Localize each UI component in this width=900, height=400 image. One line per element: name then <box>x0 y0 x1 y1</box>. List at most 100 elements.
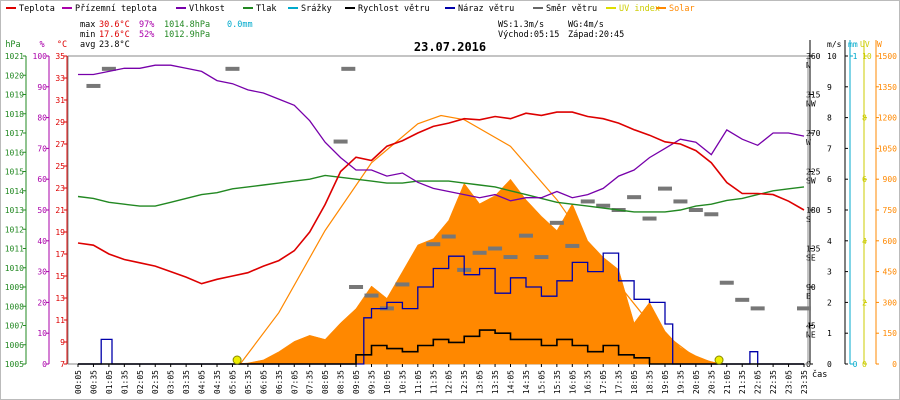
rain-tick-label: 1 <box>853 52 858 61</box>
legend-label-3: Tlak <box>256 4 276 14</box>
x-tick-label: 05:05 <box>228 370 237 394</box>
wind-direction-mark <box>565 243 580 248</box>
solar-tick-label: 1050 <box>878 144 897 153</box>
humidity-tick-label: 70 <box>37 144 47 153</box>
pressure-tick-label: 1021 <box>5 52 24 61</box>
x-tick-label: 14:05 <box>507 370 516 394</box>
temperature-tick-label: 33 <box>55 74 65 83</box>
x-tick-label: 00:05 <box>74 370 83 394</box>
pressure-tick-label: 1014 <box>5 187 24 196</box>
humidity-tick-label: 40 <box>37 237 47 246</box>
temperature-tick-label: 11 <box>55 316 65 325</box>
x-tick-label: 02:35 <box>151 370 160 394</box>
uv-marker <box>714 355 724 365</box>
x-tick-label: 17:05 <box>599 370 608 394</box>
solar-tick-label: 1500 <box>878 52 897 61</box>
x-tick-label: 23:35 <box>800 370 809 394</box>
pressure-tick-label: 1005 <box>5 360 24 369</box>
direction-tick-label: 315 <box>806 91 821 100</box>
x-tick-label: 06:35 <box>275 370 284 394</box>
legend-label-8: UV index <box>619 4 660 14</box>
x-tick-label: 08:05 <box>321 370 330 394</box>
stat-max-pressure: 1014.8hPa <box>164 20 210 30</box>
x-tick-label: 04:35 <box>213 370 222 394</box>
stat-min-temp: 17.6°C <box>99 30 130 40</box>
wind-direction-mark <box>395 282 410 287</box>
x-tick-label: 14:35 <box>522 370 531 394</box>
temperature-tick-label: 23 <box>55 184 65 193</box>
wind-direction-mark <box>580 199 595 204</box>
wind-direction-mark <box>534 255 549 260</box>
plot-area <box>67 55 811 365</box>
wind-direction-mark <box>518 233 533 238</box>
stat-avg-label: avg <box>80 40 95 50</box>
stat-wind-gust: WG:4m/s <box>568 20 604 30</box>
uv-tick-label: 10 <box>862 52 872 61</box>
wind-gust-line <box>78 252 804 365</box>
direction-tick-label: NW <box>806 100 816 109</box>
x-tick-label: 03:35 <box>182 370 191 394</box>
temperature-tick-label: 27 <box>55 140 65 149</box>
wind-direction-mark <box>341 66 356 71</box>
humidity-line <box>78 64 805 202</box>
direction-tick-label: 135 <box>806 245 821 254</box>
pressure-tick-label: 1020 <box>5 71 24 80</box>
x-tick-label: 23:05 <box>785 370 794 394</box>
temperature-tick-label: 29 <box>55 118 65 127</box>
stat-sunset: Západ:20:45 <box>568 30 624 40</box>
solar-tick-label: 600 <box>883 237 898 246</box>
temperature-axis-title: °C <box>57 40 67 50</box>
wind-direction-mark <box>797 306 811 311</box>
wind-direction-mark <box>333 139 348 144</box>
solar-clear-sky-series <box>239 114 720 365</box>
pressure-tick-label: 1010 <box>5 264 24 273</box>
temperature-tick-label: 17 <box>55 250 65 259</box>
chart-title: 23.07.2016 <box>414 40 486 54</box>
wind-direction-mark <box>441 234 456 239</box>
uv-tick-label: 8 <box>862 114 867 123</box>
x-tick-label: 19:35 <box>676 370 685 394</box>
legend-label-9: Solar <box>669 4 695 14</box>
speed-tick-label: 6 <box>827 175 832 184</box>
temperature-tick-label: 9 <box>60 338 65 347</box>
humidity-tick-label: 90 <box>37 83 47 92</box>
speed-tick-label: 0 <box>827 360 832 369</box>
stat-min-label: min <box>80 30 95 40</box>
speed-tick-label: 10 <box>827 52 837 61</box>
x-tick-label: 09:35 <box>367 370 376 394</box>
pressure-tick-label: 1012 <box>5 225 24 234</box>
temperature-tick-label: 31 <box>55 96 65 105</box>
wind-direction-mark <box>657 186 672 191</box>
direction-tick-label: 180 <box>806 206 821 215</box>
x-tick-label: 02:05 <box>136 370 145 394</box>
wind-speed-series <box>78 329 804 365</box>
speed-tick-label: 2 <box>827 298 832 307</box>
x-tick-label: 13:05 <box>476 370 485 394</box>
x-tick-label: 03:05 <box>167 370 176 394</box>
right-axes: 360N315NW270W225SW180S135SE90E45NE0m/s10… <box>806 40 897 369</box>
wind-direction-mark <box>349 285 364 289</box>
speed-tick-label: 1 <box>827 329 832 338</box>
x-tick-label: 04:05 <box>198 370 207 394</box>
wind-direction-mark <box>472 250 487 255</box>
x-tick-label: 01:35 <box>120 370 129 394</box>
x-tick-label: 01:05 <box>105 370 114 394</box>
temperature-tick-label: 21 <box>55 206 65 215</box>
x-tick-label: 17:35 <box>615 370 624 394</box>
wind-speed-line <box>78 329 804 365</box>
solar-tick-label: 750 <box>883 206 898 215</box>
wind-gust-series <box>78 252 804 365</box>
wind-direction-mark <box>549 220 564 225</box>
temperature-tick-label: 15 <box>55 272 65 281</box>
solar-tick-label: 450 <box>883 268 898 277</box>
humidity-tick-label: 80 <box>37 114 47 123</box>
temperature-tick-label: 25 <box>55 162 65 171</box>
wind-direction-mark <box>596 203 611 208</box>
x-tick-label: 22:35 <box>769 370 778 394</box>
wind-direction-mark <box>735 297 750 302</box>
wind-direction-mark <box>364 293 379 298</box>
uv-markers <box>232 355 724 365</box>
pressure-line <box>77 174 805 213</box>
uv-axis-title: UV <box>860 40 870 49</box>
direction-tick-label: SW <box>806 177 816 186</box>
